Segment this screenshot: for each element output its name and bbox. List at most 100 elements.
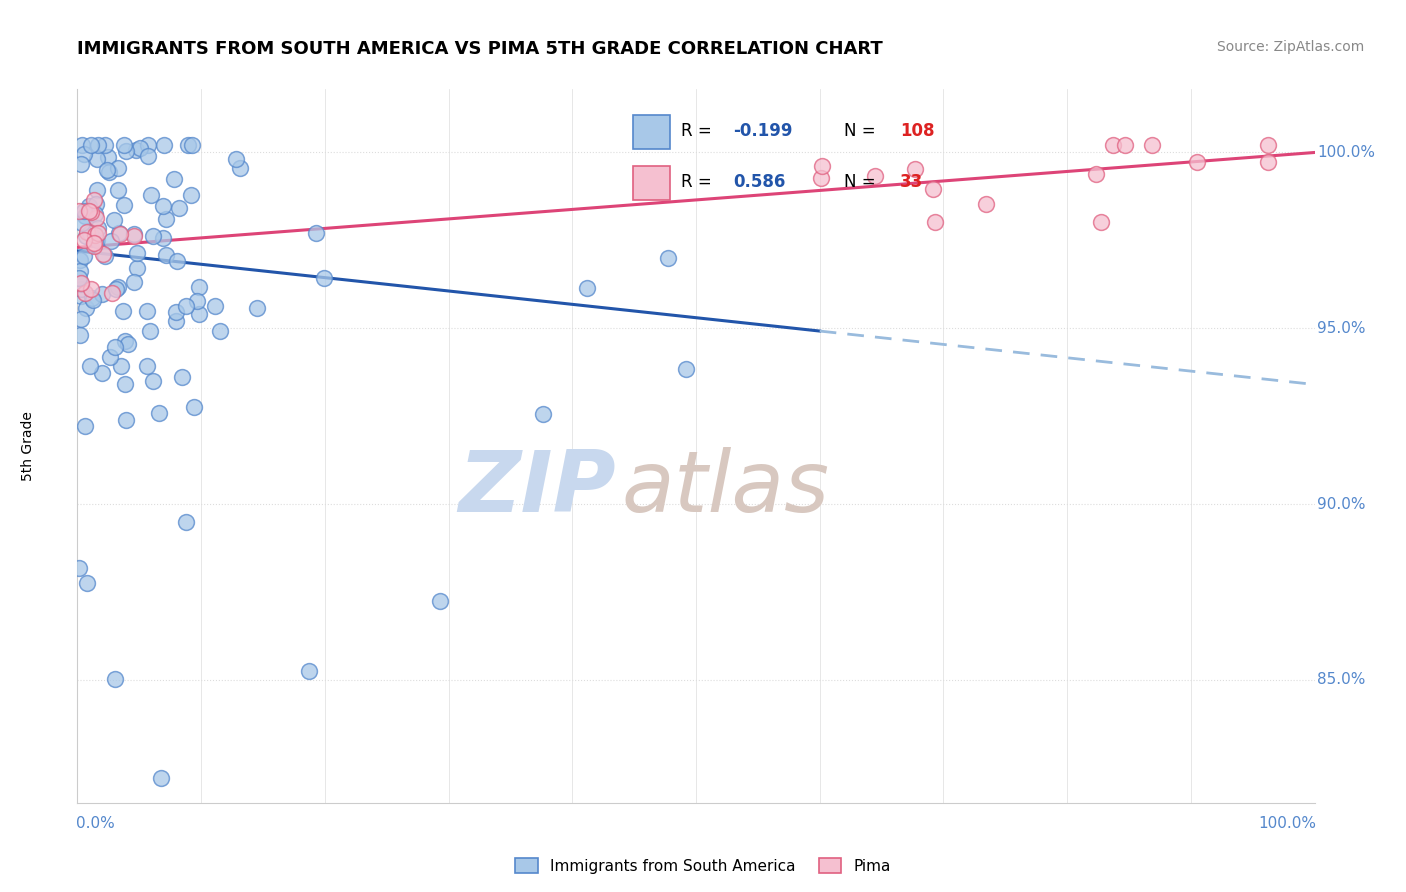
Point [114,334,136,348]
Point [98,351,121,365]
Point [69,264,91,278]
Point [155,248,177,262]
Point [142,228,165,243]
Point [104,340,127,354]
Point [149,771,172,785]
Point [225,152,247,166]
Point [136,149,159,163]
Legend: Immigrants from South America, Pima: Immigrants from South America, Pima [509,852,897,880]
Point [177,138,200,153]
Point [117,337,139,351]
Point [163,172,186,186]
Point [75,228,97,243]
Point [112,304,135,318]
Point [101,286,124,301]
Point [70,216,93,230]
Point [1142,138,1164,153]
Point [84,211,107,225]
Point [70,289,93,303]
Point [531,407,554,421]
Point [69,253,91,268]
Point [1102,138,1125,153]
Point [810,171,832,186]
Point [69,327,91,342]
Point [100,234,122,248]
Point [152,199,174,213]
Point [1084,167,1107,181]
Text: 100.0%: 100.0% [1317,145,1375,160]
Point [180,188,202,202]
Point [87,226,110,240]
Point [155,212,177,227]
Point [83,235,105,250]
Point [148,406,170,420]
Text: 85.0%: 85.0% [1317,673,1365,687]
Point [922,182,945,196]
Point [73,286,96,301]
Point [176,300,198,314]
Point [94,138,117,153]
Point [82,293,104,307]
Point [312,270,335,285]
Point [165,314,187,328]
Point [188,307,211,321]
Point [73,249,96,263]
Point [122,275,145,289]
Point [675,362,697,376]
Point [904,161,927,176]
Point [84,197,107,211]
Point [72,204,94,219]
Point [77,203,100,218]
Point [86,233,108,247]
Point [73,147,96,161]
Point [90,287,112,301]
Point [170,370,193,384]
Point [107,279,129,293]
Point [107,183,129,197]
Point [79,359,101,374]
Text: 95.0%: 95.0% [1317,321,1365,335]
Point [246,301,269,316]
Point [103,672,125,686]
Point [76,225,98,239]
Text: 100.0%: 100.0% [1258,815,1316,830]
Point [86,152,108,166]
Point [124,229,146,244]
Point [114,413,136,427]
Point [138,324,160,338]
Point [96,150,118,164]
Point [1114,138,1136,153]
Point [70,157,93,171]
Point [67,204,90,219]
Point [103,213,125,227]
Text: atlas: atlas [621,447,830,531]
Point [108,227,131,241]
Point [1257,155,1279,169]
Point [208,325,231,339]
Point [976,197,998,211]
Point [865,169,887,184]
Point [70,277,93,291]
Point [125,261,148,276]
Point [924,215,946,229]
Point [112,198,135,212]
Point [1185,154,1208,169]
Point [129,140,152,154]
Point [104,282,127,296]
Point [127,245,149,260]
Point [136,138,159,153]
Point [114,377,136,392]
Point [136,304,159,318]
Point [183,400,205,414]
Point [180,138,202,153]
Point [98,165,121,179]
Point [70,138,93,153]
Point [167,201,190,215]
Point [576,281,599,295]
Point [80,138,103,153]
Text: 5th Grade: 5th Grade [21,411,35,481]
Point [94,250,117,264]
Point [83,193,105,207]
Point [110,359,132,374]
Point [112,138,135,153]
